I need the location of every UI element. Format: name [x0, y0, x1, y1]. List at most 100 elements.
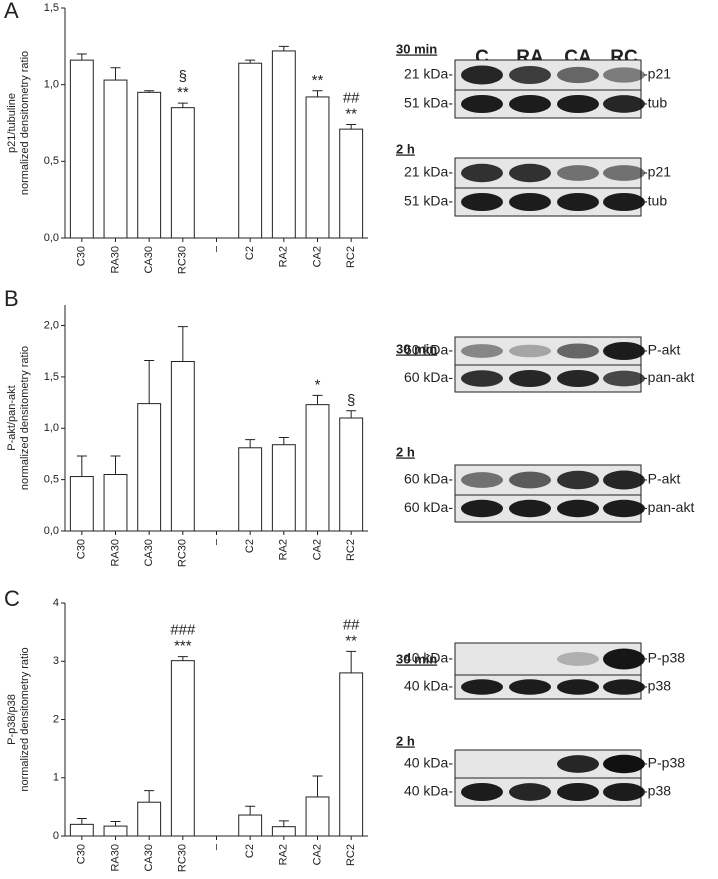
y-axis-label: normalized densitometry ratio [19, 647, 31, 791]
protein-label: -P-akt [643, 342, 680, 358]
x-tick-label: RA30 [109, 539, 121, 567]
mw-label: 40 kDa- [404, 650, 453, 666]
bar [339, 128, 364, 239]
y-tick-label: 1,5 [44, 371, 59, 383]
bar [137, 801, 162, 837]
x-tick-label: RA2 [278, 844, 290, 865]
protein-label: -p21 [643, 66, 671, 82]
y-tick-label: 0 [53, 830, 59, 842]
time-label: 2 h [396, 141, 415, 156]
x-tick-label: RA2 [278, 246, 290, 267]
annotation: ** [345, 106, 357, 123]
annotation: *** [174, 638, 192, 655]
bar [238, 814, 263, 837]
y-tick-label: 0,5 [44, 474, 59, 486]
y-tick-label: 1 [53, 772, 59, 784]
blot-band [603, 782, 645, 802]
blot-band [509, 499, 551, 518]
time-label: 30 min [396, 341, 437, 356]
y-tick-label: 0,0 [44, 525, 59, 537]
blot-band [603, 648, 645, 670]
protein-label: -p21 [643, 164, 671, 180]
error-bar [110, 820, 121, 827]
blot-band [603, 370, 645, 387]
y-axis-label: p21/tubuline [6, 93, 18, 153]
error-bar [110, 455, 121, 475]
blot-band [509, 66, 551, 84]
error-bar [312, 90, 323, 97]
x-tick-label: C2 [244, 844, 256, 858]
bar [271, 444, 296, 532]
blot-band [461, 472, 503, 488]
blot-band [603, 95, 645, 113]
blot-band [557, 369, 599, 388]
blot-band [603, 754, 645, 774]
annotation: ** [312, 72, 324, 89]
annotation: * [315, 376, 321, 393]
x-tick-label: RA30 [109, 844, 121, 872]
bar [103, 825, 128, 837]
mw-label: 60 kDa- [404, 369, 453, 385]
bar [69, 823, 94, 837]
protein-label: -tub [643, 95, 667, 111]
mw-label: 60 kDa- [404, 499, 453, 515]
time-label: 2 h [396, 444, 415, 459]
error-bar [245, 439, 256, 448]
blot-band [557, 755, 599, 773]
annotation: ### [170, 622, 196, 639]
panel-label: B [4, 286, 19, 311]
blot-band [461, 163, 503, 183]
blot-band [509, 471, 551, 489]
bar [170, 361, 195, 532]
x-tick-label: CA2 [311, 844, 323, 865]
bar [339, 417, 364, 532]
error-bar [144, 790, 155, 803]
error-bar [177, 656, 188, 661]
error-bar [144, 90, 155, 93]
bar [305, 796, 330, 837]
panel-label: C [4, 586, 20, 611]
blot-band [461, 370, 503, 387]
error-bar [346, 410, 357, 418]
blot-band [603, 499, 645, 518]
x-tick-label: RC2 [345, 246, 357, 268]
y-tick-label: 3 [53, 655, 59, 667]
y-tick-label: 4 [53, 597, 59, 609]
x-tick-label: – [210, 538, 222, 545]
y-tick-label: 1,0 [44, 79, 59, 91]
protein-label: -P-p38 [643, 755, 685, 771]
bar [305, 96, 330, 239]
annotation: ** [177, 84, 189, 101]
bar [271, 50, 296, 239]
error-bar [76, 455, 87, 477]
error-bar [177, 102, 188, 108]
annotation: § [179, 68, 187, 85]
y-axis-label: normalized densitometry ratio [19, 346, 31, 490]
mw-label: 21 kDa- [404, 164, 453, 180]
blot-band [509, 783, 551, 801]
x-tick-label: RC30 [177, 844, 189, 872]
error-bar [76, 818, 87, 825]
bar [69, 59, 94, 239]
annotation: ** [345, 632, 357, 649]
blot-band [557, 66, 599, 84]
bar [271, 826, 296, 837]
blot-band [509, 192, 551, 212]
x-tick-label: CA30 [143, 539, 155, 567]
blot-band [603, 67, 645, 83]
mw-label: 40 kDa- [404, 678, 453, 694]
blot-band [603, 165, 645, 181]
blot-band [509, 369, 551, 388]
blot-band [603, 470, 645, 490]
error-bar [245, 805, 256, 816]
error-bar [278, 437, 289, 445]
error-bar [110, 67, 121, 81]
bar [339, 672, 364, 837]
blot-band [557, 192, 599, 212]
bar [103, 79, 128, 239]
blot-band [509, 344, 551, 358]
mw-label: 51 kDa- [404, 193, 453, 209]
protein-label: -tub [643, 193, 667, 209]
x-tick-label: CA2 [311, 246, 323, 267]
